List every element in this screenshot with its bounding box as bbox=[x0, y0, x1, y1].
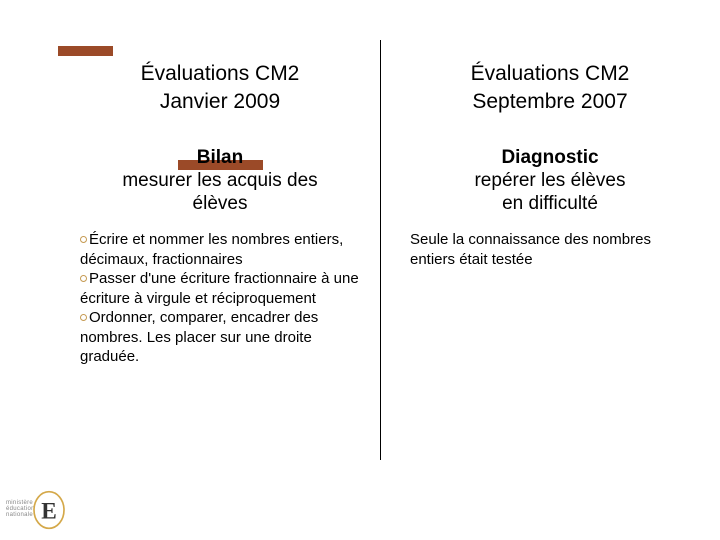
right-subhead-line1: repérer les élèves bbox=[410, 169, 690, 193]
right-subhead-bold: Diagnostic bbox=[410, 147, 690, 169]
right-header-line2: Septembre 2007 bbox=[410, 88, 690, 116]
left-column: Évaluations CM2 Janvier 2009 Bilan mesur… bbox=[80, 60, 360, 367]
left-subhead-line2: élèves bbox=[80, 192, 360, 216]
bullet-icon bbox=[80, 314, 87, 321]
left-bullet-0: Écrire et nommer les nombres entiers, dé… bbox=[80, 231, 343, 268]
slide-container: Évaluations CM2 Janvier 2009 Bilan mesur… bbox=[0, 0, 720, 540]
ministry-logo: ministère éducation nationale E bbox=[6, 486, 66, 534]
right-subhead-line2: en difficulté bbox=[410, 192, 690, 216]
left-header-line2: Janvier 2009 bbox=[80, 88, 360, 116]
left-subhead-line1: mesurer les acquis des bbox=[80, 169, 360, 193]
accent-bar-top bbox=[58, 46, 113, 56]
left-bullet-2: Ordonner, comparer, encadrer des nombres… bbox=[80, 309, 318, 365]
svg-text:E: E bbox=[41, 498, 57, 524]
right-body: Seule la connaissance des nombres entier… bbox=[410, 230, 690, 269]
left-header: Évaluations CM2 Janvier 2009 bbox=[80, 60, 360, 117]
right-header: Évaluations CM2 Septembre 2007 bbox=[410, 60, 690, 117]
right-subhead: Diagnostic repérer les élèves en difficu… bbox=[410, 147, 690, 217]
right-header-line1: Évaluations CM2 bbox=[410, 60, 690, 88]
left-body: Écrire et nommer les nombres entiers, dé… bbox=[80, 230, 360, 367]
left-bullet-1: Passer d'une écriture fractionnaire à un… bbox=[80, 270, 359, 307]
left-subhead-bold: Bilan bbox=[80, 147, 360, 169]
right-column: Évaluations CM2 Septembre 2007 Diagnosti… bbox=[410, 60, 690, 269]
logo-text: ministère éducation nationale bbox=[6, 500, 35, 518]
left-subhead: Bilan mesurer les acquis des élèves bbox=[80, 147, 360, 217]
bullet-icon bbox=[80, 275, 87, 282]
column-divider bbox=[380, 40, 381, 460]
logo-letter-icon: E bbox=[32, 490, 66, 530]
bullet-icon bbox=[80, 236, 87, 243]
left-header-line1: Évaluations CM2 bbox=[80, 60, 360, 88]
logo-line3: nationale bbox=[6, 512, 33, 518]
